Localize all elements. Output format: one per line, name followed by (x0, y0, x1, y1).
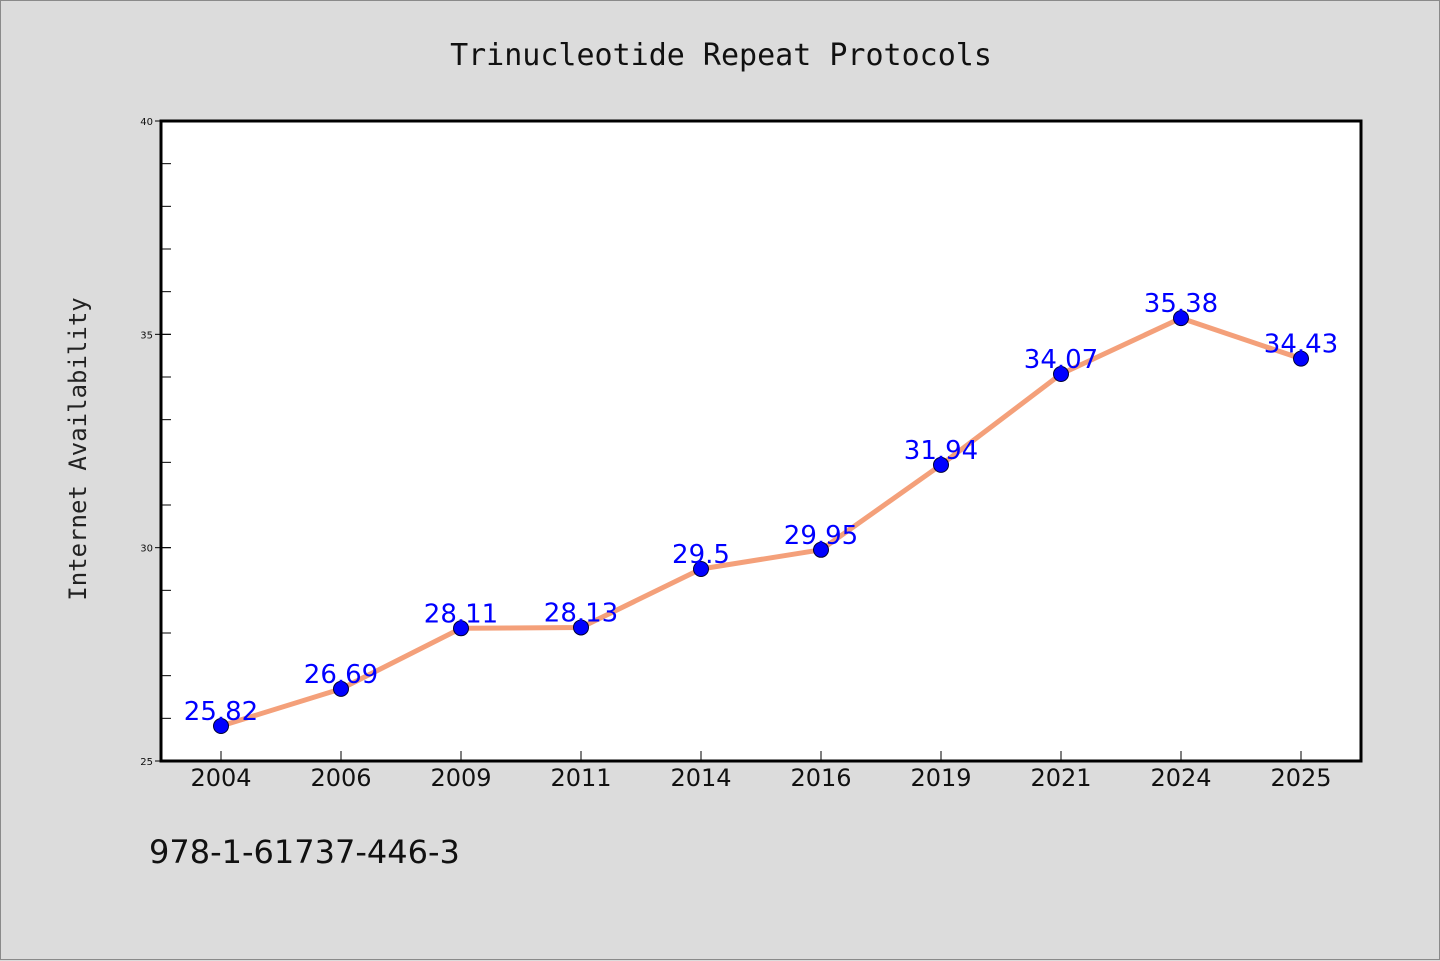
plot-border (159, 119, 1363, 763)
data-label: 34.43 (1264, 330, 1338, 360)
x-tick-label: 2019 (910, 764, 971, 792)
plot-area (161, 121, 1361, 761)
y-tick-label: 25 (140, 757, 153, 768)
data-label: 34.07 (1024, 345, 1098, 375)
x-tick-label: 2004 (190, 764, 251, 792)
y-axis: 25 30 35 40 (140, 117, 171, 768)
data-point (1173, 310, 1189, 327)
data-label: 35.38 (1144, 289, 1218, 319)
data-point (1293, 350, 1309, 367)
x-tick-label: 2021 (1030, 764, 1091, 792)
chart-title: Trinucleotide Repeat Protocols (450, 38, 992, 73)
data-label: 28.11 (424, 599, 498, 629)
data-point (813, 541, 829, 558)
x-tick-label: 2025 (1270, 764, 1331, 792)
x-tick-label: 2016 (790, 764, 851, 792)
y-tick-label: 40 (140, 117, 153, 128)
x-tick-label: 2024 (1150, 764, 1211, 792)
y-tick-label: 30 (140, 544, 153, 555)
data-label: 25.82 (184, 697, 258, 727)
data-point (1053, 366, 1069, 383)
x-tick-label: 2014 (670, 764, 731, 792)
footer-code: 978-1-61737-446-3 (149, 833, 460, 871)
data-label: 28.13 (544, 598, 618, 628)
x-tick-label: 2006 (310, 764, 371, 792)
data-point (333, 680, 349, 697)
series-line (218, 315, 1304, 729)
data-point (933, 456, 949, 473)
data-label: 29.95 (784, 521, 858, 551)
data-label: 29.5 (672, 540, 730, 570)
data-point (453, 620, 469, 637)
data-point (573, 619, 589, 636)
data-label: 26.69 (304, 660, 378, 690)
y-tick-label: 35 (140, 330, 153, 341)
y-axis-label: Internet Availability (64, 297, 92, 600)
x-tick-label: 2011 (550, 764, 611, 792)
data-point (693, 561, 709, 577)
x-tick-label: 2009 (430, 764, 491, 792)
x-axis: 2004 2006 2009 2011 2014 2016 2019 2021 2024 2025 (190, 751, 1332, 792)
data-label: 31.94 (904, 436, 978, 466)
series-group: 25.82 26.69 28.11 28.13 29.5 29.95 31.94 34.07 3… (184, 289, 1338, 735)
data-point (213, 718, 229, 735)
